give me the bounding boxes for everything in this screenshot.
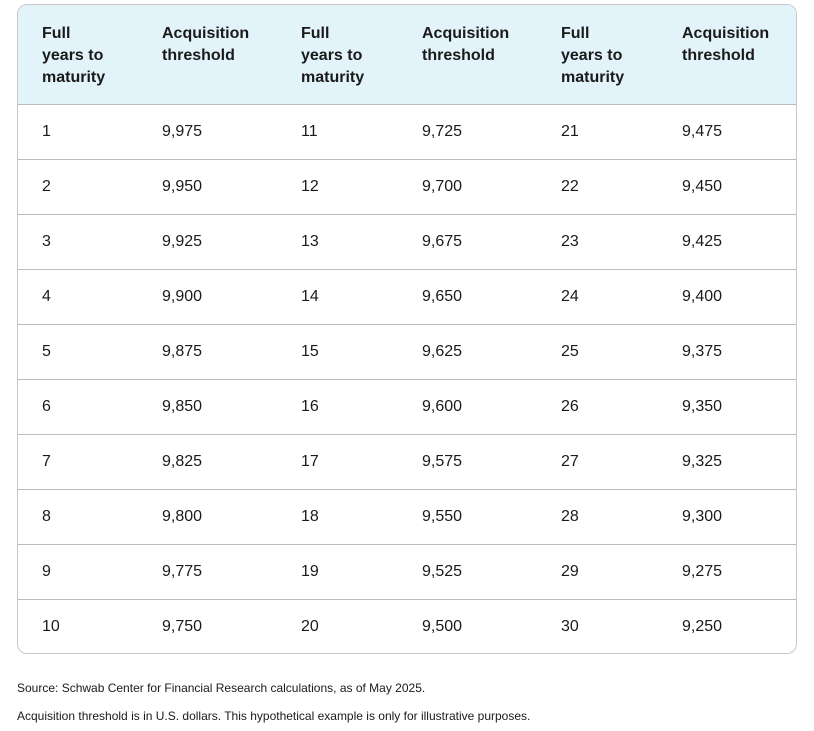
table-row: 8 9,800 18 9,550 28 9,300 [18, 489, 796, 545]
table-row: 5 9,875 15 9,625 25 9,375 [18, 324, 796, 380]
acquisition-threshold-cell: 9,900 [138, 269, 277, 325]
threshold-table-card: Full years to maturity Acquisition thres… [17, 4, 797, 654]
acquisition-threshold-cell: 9,800 [138, 489, 277, 545]
acquisition-threshold-cell: 9,600 [398, 379, 537, 435]
acquisition-threshold-cell: 9,425 [658, 214, 796, 270]
acquisition-threshold-cell: 9,650 [398, 269, 537, 325]
acquisition-threshold-cell: 9,625 [398, 324, 537, 380]
acquisition-threshold-cell: 9,475 [658, 104, 796, 160]
years-to-maturity-cell: 29 [537, 544, 658, 600]
acquisition-threshold-cell: 9,775 [138, 544, 277, 600]
acquisition-threshold-cell: 9,375 [658, 324, 796, 380]
years-to-maturity-cell: 15 [277, 324, 398, 380]
disclaimer-note: Acquisition threshold is in U.S. dollars… [17, 709, 531, 723]
years-to-maturity-cell: 26 [537, 379, 658, 435]
acquisition-threshold-cell: 9,950 [138, 159, 277, 215]
table-row: 10 9,750 20 9,500 30 9,250 [18, 599, 796, 653]
acquisition-threshold-cell: 9,700 [398, 159, 537, 215]
years-to-maturity-cell: 16 [277, 379, 398, 435]
acquisition-threshold-cell: 9,450 [658, 159, 796, 215]
years-to-maturity-cell: 13 [277, 214, 398, 270]
years-to-maturity-cell: 23 [537, 214, 658, 270]
header-acquisition-threshold-2: Acquisition threshold [398, 5, 537, 105]
acquisition-threshold-table: Full years to maturity Acquisition thres… [18, 5, 796, 653]
years-to-maturity-cell: 22 [537, 159, 658, 215]
header-acquisition-threshold-1: Acquisition threshold [138, 5, 277, 105]
acquisition-threshold-cell: 9,350 [658, 379, 796, 435]
acquisition-threshold-cell: 9,250 [682, 617, 723, 635]
years-to-maturity-cell: 6 [18, 379, 138, 435]
acquisition-threshold-cell: 9,825 [138, 434, 277, 490]
years-to-maturity-cell: 21 [537, 104, 658, 160]
table-row: 9 9,775 19 9,525 29 9,275 [18, 544, 796, 600]
years-to-maturity-cell: 1 [18, 104, 138, 160]
acquisition-threshold-cell: 9,575 [398, 434, 537, 490]
acquisition-threshold-cell: 9,750 [162, 617, 203, 635]
header-years-to-maturity-3: Full years to maturity [537, 5, 658, 105]
acquisition-threshold-cell: 9,850 [138, 379, 277, 435]
source-note: Source: Schwab Center for Financial Rese… [17, 681, 426, 695]
table-row: 1 9,975 11 9,725 21 9,475 [18, 104, 796, 160]
acquisition-threshold-cell: 9,875 [138, 324, 277, 380]
acquisition-threshold-cell: 9,725 [398, 104, 537, 160]
years-to-maturity-cell: 11 [277, 104, 398, 160]
years-to-maturity-cell: 14 [277, 269, 398, 325]
acquisition-threshold-cell: 9,275 [658, 544, 796, 600]
years-to-maturity-cell: 27 [537, 434, 658, 490]
acquisition-threshold-cell: 9,550 [398, 489, 537, 545]
years-to-maturity-cell: 9 [18, 544, 138, 600]
years-to-maturity-cell: 24 [537, 269, 658, 325]
years-to-maturity-cell: 19 [277, 544, 398, 600]
table-row: 3 9,925 13 9,675 23 9,425 [18, 214, 796, 270]
years-to-maturity-cell: 2 [18, 159, 138, 215]
acquisition-threshold-cell: 9,975 [138, 104, 277, 160]
table-body: 1 9,975 11 9,725 21 9,475 2 9,950 12 9,700 22 9,450… [18, 104, 796, 653]
years-to-maturity-cell: 10 [42, 617, 60, 635]
table-row: 6 9,850 16 9,600 26 9,350 [18, 379, 796, 435]
years-to-maturity-cell: 25 [537, 324, 658, 380]
years-to-maturity-cell: 8 [18, 489, 138, 545]
years-to-maturity-cell: 18 [277, 489, 398, 545]
acquisition-threshold-cell: 9,325 [658, 434, 796, 490]
table-row: 7 9,825 17 9,575 27 9,325 [18, 434, 796, 490]
table-row: 2 9,950 12 9,700 22 9,450 [18, 159, 796, 215]
years-to-maturity-cell: 4 [18, 269, 138, 325]
acquisition-threshold-cell: 9,300 [658, 489, 796, 545]
years-to-maturity-cell: 28 [537, 489, 658, 545]
acquisition-threshold-cell: 9,400 [658, 269, 796, 325]
table-row: 4 9,900 14 9,650 24 9,400 [18, 269, 796, 325]
acquisition-threshold-cell: 9,500 [422, 617, 463, 635]
acquisition-threshold-cell: 9,525 [398, 544, 537, 600]
years-to-maturity-cell: 20 [301, 617, 319, 635]
acquisition-threshold-cell: 9,675 [398, 214, 537, 270]
years-to-maturity-cell: 7 [18, 434, 138, 490]
acquisition-threshold-cell: 9,925 [138, 214, 277, 270]
years-to-maturity-cell: 17 [277, 434, 398, 490]
years-to-maturity-cell: 5 [18, 324, 138, 380]
header-years-to-maturity-1: Full years to maturity [18, 5, 138, 105]
years-to-maturity-cell: 3 [18, 214, 138, 270]
years-to-maturity-cell: 12 [277, 159, 398, 215]
years-to-maturity-cell: 30 [561, 617, 579, 635]
header-acquisition-threshold-3: Acquisition threshold [658, 5, 796, 105]
header-years-to-maturity-2: Full years to maturity [277, 5, 398, 105]
table-header-row: Full years to maturity Acquisition thres… [18, 5, 796, 105]
